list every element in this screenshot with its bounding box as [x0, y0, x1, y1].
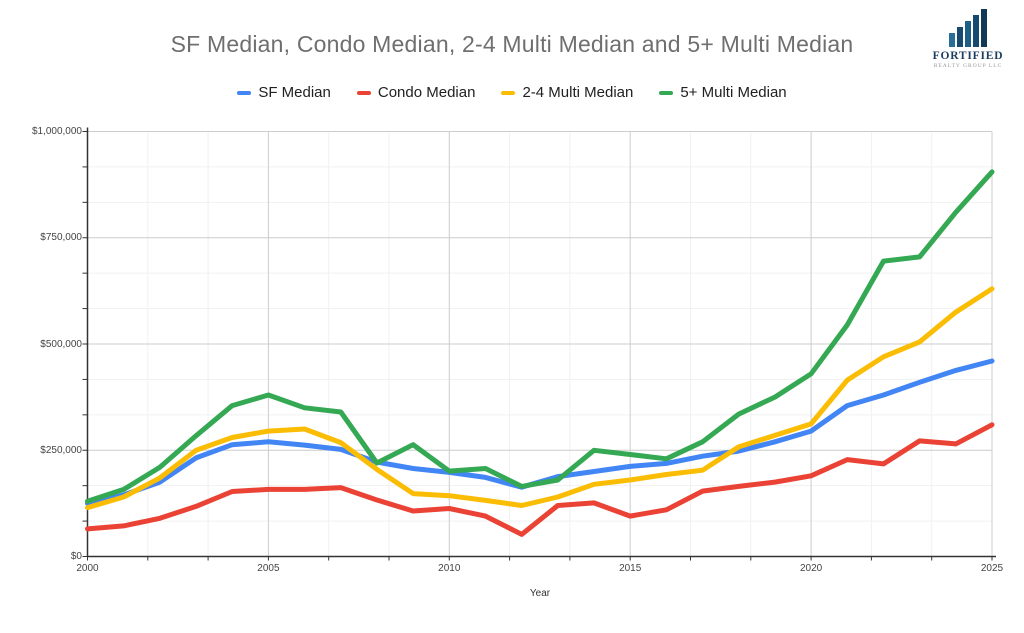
legend-swatch-1	[356, 90, 371, 95]
logo-name: FORTIFIED	[932, 50, 1004, 62]
legend-label-5-plus-multi-median: 5+ Multi Median	[680, 84, 787, 101]
legend-label-2-4-multi-median: 2-4 Multi Median	[522, 84, 634, 101]
chart-title: SF Median, Condo Median, 2-4 Multi Media…	[170, 31, 854, 57]
legend-item-condo-median[interactable]: Condo Median	[356, 84, 476, 101]
legend-item-5-plus-multi-median[interactable]: 5+ Multi Median	[659, 84, 787, 101]
legend-item-sf-median[interactable]: SF Median	[237, 84, 331, 101]
x-axis-tick-label: 2010	[438, 563, 461, 574]
x-axis-tick-label: 2025	[980, 563, 1004, 574]
building-bars-icon	[926, 9, 1010, 47]
x-axis-tick-label: 2000	[76, 563, 99, 574]
legend-swatch-0	[237, 90, 252, 95]
legend-label-condo-median: Condo Median	[377, 84, 476, 101]
series-line-2-4-multi-median[interactable]	[85, 286, 995, 511]
series-line-condo-median[interactable]	[85, 422, 995, 537]
y-axis-tick-label: $0	[70, 551, 82, 562]
legend-label-sf-median: SF Median	[258, 84, 331, 101]
y-axis-tick-label: $750,000	[40, 232, 82, 244]
x-axis-tick-label: 2015	[619, 563, 642, 574]
y-axis-tick-label: $250,000	[40, 444, 82, 456]
logo-subtitle: REALTY GROUP LLC	[933, 63, 1003, 69]
y-axis-tick-label: $1,000,000	[31, 126, 82, 137]
fortified-realty-logo: FORTIFIED REALTY GROUP LLC	[926, 9, 1010, 69]
x-axis-tick-label: 2020	[799, 563, 823, 574]
x-axis-tick-label: 2005	[257, 563, 280, 574]
chart-legend: SF Median Condo Median 2-4 Multi Median …	[0, 84, 1024, 101]
legend-item-2-4-multi-median[interactable]: 2-4 Multi Median	[501, 84, 633, 101]
legend-swatch-2	[501, 90, 516, 95]
series-line-5-multi-median[interactable]	[85, 169, 995, 504]
x-axis-title: Year	[529, 588, 551, 599]
y-axis-tick-label: $500,000	[40, 338, 82, 350]
legend-swatch-3	[659, 90, 674, 95]
